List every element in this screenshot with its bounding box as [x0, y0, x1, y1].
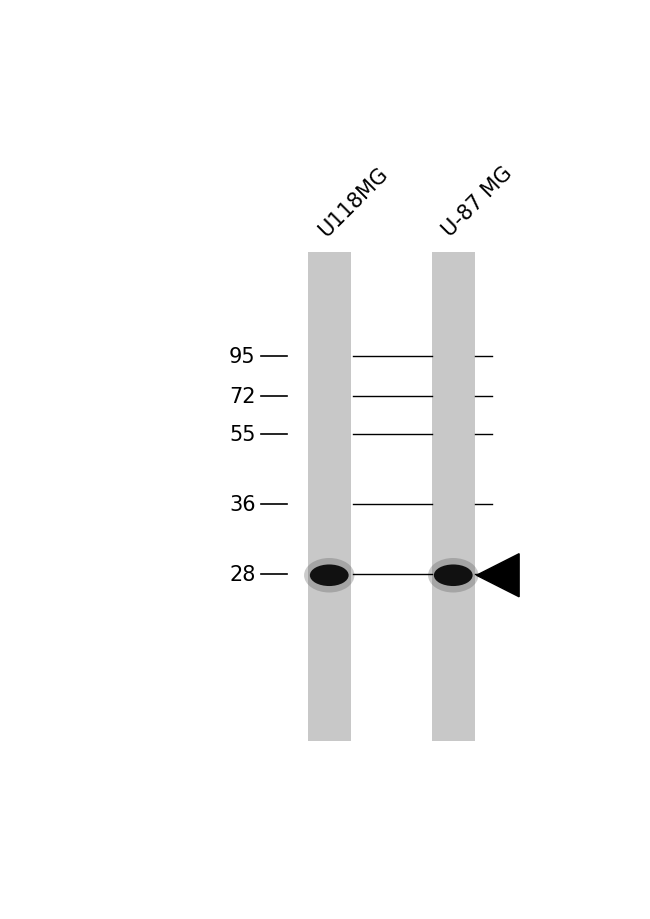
Text: 72: 72: [229, 386, 255, 406]
Text: 55: 55: [229, 425, 255, 445]
Ellipse shape: [310, 565, 348, 586]
Ellipse shape: [428, 559, 478, 593]
Polygon shape: [476, 554, 519, 597]
Text: U-87 MG: U-87 MG: [439, 164, 517, 241]
Text: U118MG: U118MG: [315, 165, 392, 241]
Text: 95: 95: [229, 346, 255, 367]
Ellipse shape: [304, 559, 354, 593]
Text: 36: 36: [229, 494, 255, 514]
Bar: [432, 253, 474, 741]
Ellipse shape: [434, 565, 473, 586]
Bar: [308, 253, 350, 741]
Text: 28: 28: [229, 564, 255, 584]
